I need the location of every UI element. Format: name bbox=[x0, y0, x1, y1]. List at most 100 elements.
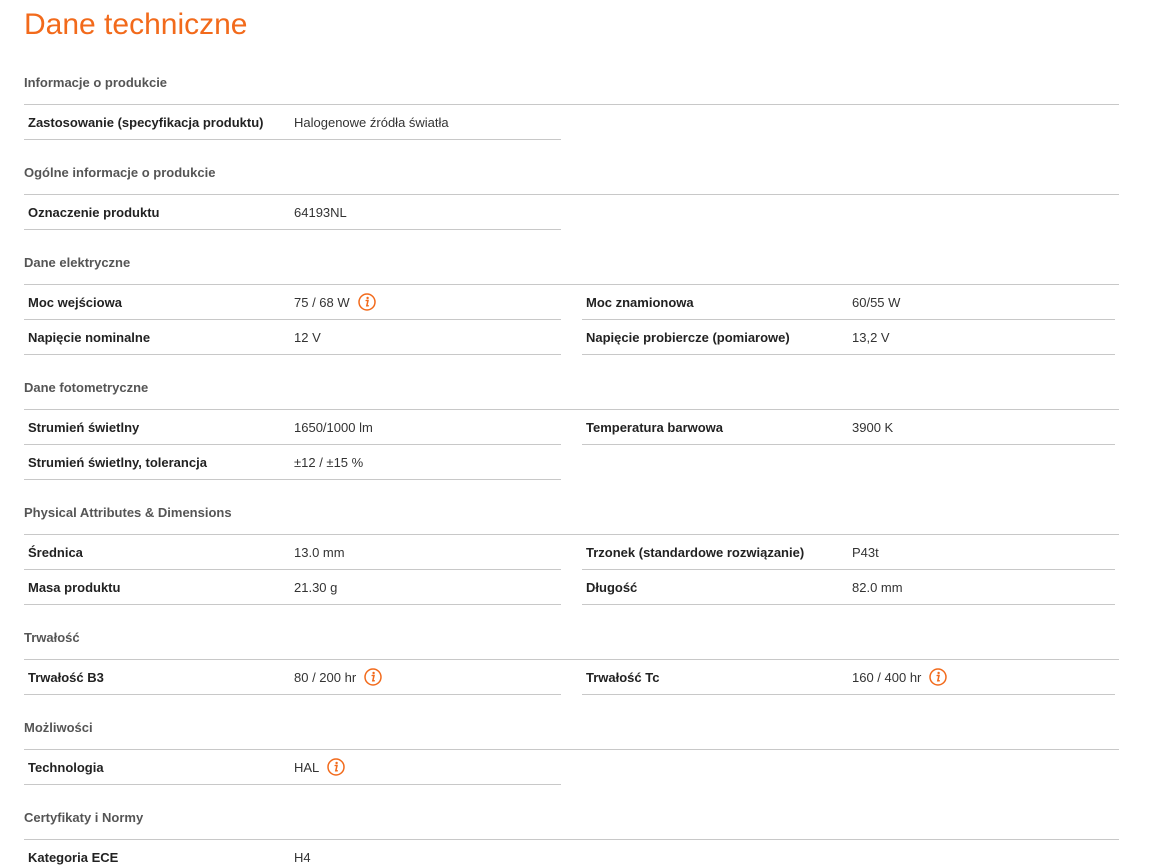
spec-cell: Trzonek (standardowe rozwiązanie) P43t bbox=[582, 535, 1115, 570]
spec-value: 64193NL bbox=[294, 204, 347, 220]
spec-value: P43t bbox=[852, 544, 879, 560]
spec-value-wrap: H4 bbox=[294, 850, 311, 865]
info-icon[interactable] bbox=[364, 668, 382, 686]
spec-row: Strumień świetlny 1650/1000 lm Temperatura… bbox=[24, 410, 1119, 445]
spec-cell: Napięcie nominalne 12 V bbox=[24, 320, 561, 355]
spec-cell: Napięcie probiercze (pomiarowe) 13,2 V bbox=[582, 320, 1115, 355]
spec-label: Zastosowanie (specyfikacja produktu) bbox=[28, 114, 264, 130]
spec-label: Napięcie nominalne bbox=[28, 329, 151, 345]
section: Ogólne informacje o produkcie Oznaczenie … bbox=[24, 140, 1119, 230]
spec-cell: Kategoria ECE H4 bbox=[24, 840, 561, 865]
section: Physical Attributes & Dimensions Średnica… bbox=[24, 480, 1119, 605]
spec-label: Strumień świetlny bbox=[28, 419, 140, 435]
spec-cell: Strumień świetlny, tolerancja ±12 / ±15 % bbox=[24, 445, 561, 480]
spec-value-wrap: 75 / 68 W bbox=[294, 293, 376, 311]
spec-row: Napięcie nominalne 12 V Napięcie probiercz… bbox=[24, 320, 1119, 355]
spec-value: Halogenowe źródła światła bbox=[294, 114, 449, 130]
spec-label: Napięcie probiercze (pomiarowe) bbox=[586, 329, 790, 345]
spec-value: 13.0 mm bbox=[294, 544, 345, 560]
spec-value-wrap: 13.0 mm bbox=[294, 545, 345, 560]
spec-label: Długość bbox=[586, 579, 638, 595]
section-heading: Trwałość bbox=[24, 605, 1119, 660]
page-title: Dane techniczne bbox=[24, 8, 248, 41]
spec-row: Średnica 13.0 mm Trzonek (standardowe rozw… bbox=[24, 535, 1119, 570]
info-icon[interactable] bbox=[929, 668, 948, 686]
spec-value: 160 / 400 hr bbox=[852, 669, 922, 685]
spec-label: Średnica bbox=[28, 544, 83, 560]
spec-value: 60/55 W bbox=[852, 294, 901, 310]
spec-value: 80 / 200 hr bbox=[294, 669, 357, 685]
spec-cell: Technologia HAL bbox=[24, 750, 561, 785]
spec-row: Strumień świetlny, tolerancja ±12 / ±15 % bbox=[24, 445, 1119, 480]
spec-cell bbox=[582, 840, 1115, 865]
spec-value-wrap: 3900 K bbox=[852, 420, 893, 435]
spec-value: 13,2 V bbox=[852, 329, 890, 345]
info-icon[interactable] bbox=[327, 758, 346, 776]
spec-cell: Średnica 13.0 mm bbox=[24, 535, 561, 570]
section: Certyfikaty i Normy Kategoria ECE H4 bbox=[24, 785, 1119, 865]
spec-value: ±12 / ±15 % bbox=[294, 454, 364, 470]
spec-cell: Trwałość B3 80 / 200 hr bbox=[24, 660, 561, 695]
spec-row: Technologia HAL bbox=[24, 750, 1119, 785]
section-heading: Dane fotometryczne bbox=[24, 355, 1119, 410]
spec-row: Moc wejściowa 75 / 68 W Moc znamionowa 60/5… bbox=[24, 285, 1119, 320]
spec-value-wrap: 60/55 W bbox=[852, 295, 900, 310]
spec-value-wrap: 80 / 200 hr bbox=[294, 668, 382, 686]
info-icon[interactable] bbox=[357, 293, 376, 311]
spec-row: Oznaczenie produktu 64193NL bbox=[24, 195, 1119, 230]
spec-cell bbox=[582, 195, 1115, 230]
spec-label: Technologia bbox=[28, 759, 104, 775]
spec-value-wrap: P43t bbox=[852, 545, 879, 560]
section-heading: Informacje o produkcie bbox=[24, 50, 1119, 105]
spec-value: H4 bbox=[294, 849, 311, 865]
spec-cell: Zastosowanie (specyfikacja produktu) Halo… bbox=[24, 105, 561, 140]
spec-value-wrap: 1650/1000 lm bbox=[294, 420, 373, 435]
section-heading: Physical Attributes & Dimensions bbox=[24, 480, 1119, 535]
spec-label: Trwałość Tc bbox=[586, 669, 660, 685]
spec-value: HAL bbox=[294, 759, 320, 775]
spec-value-wrap: 82.0 mm bbox=[852, 580, 903, 595]
spec-page: Dane techniczne Informacje o produkcie Za… bbox=[24, 8, 1119, 865]
spec-value-wrap: 64193NL bbox=[294, 205, 347, 220]
spec-cell: Strumień świetlny 1650/1000 lm bbox=[24, 410, 561, 445]
spec-cell: Długość 82.0 mm bbox=[582, 570, 1115, 605]
spec-row: Trwałość B3 80 / 200 hr Trwałość Tc 160 / 4… bbox=[24, 660, 1119, 695]
spec-value-wrap: 160 / 400 hr bbox=[852, 668, 948, 686]
spec-label: Kategoria ECE bbox=[28, 849, 119, 865]
spec-value: 21.30 g bbox=[294, 579, 338, 595]
spec-label: Oznaczenie produktu bbox=[28, 204, 160, 220]
spec-label: Trwałość B3 bbox=[28, 669, 104, 685]
spec-cell: Moc znamionowa 60/55 W bbox=[582, 285, 1115, 320]
spec-value: 3900 K bbox=[852, 419, 894, 435]
spec-label: Moc wejściowa bbox=[28, 294, 122, 310]
section: Dane elektryczne Moc wejściowa 75 / 68 W Mo… bbox=[24, 230, 1119, 355]
spec-cell bbox=[582, 445, 1115, 480]
section: Informacje o produkcie Zastosowanie (spec… bbox=[24, 50, 1119, 140]
section: Dane fotometryczne Strumień świetlny 1650/… bbox=[24, 355, 1119, 480]
section-heading: Ogólne informacje o produkcie bbox=[24, 140, 1119, 195]
spec-value-wrap: ±12 / ±15 % bbox=[294, 455, 363, 470]
section-heading: Certyfikaty i Normy bbox=[24, 785, 1119, 840]
spec-cell: Masa produktu 21.30 g bbox=[24, 570, 561, 605]
section-heading: Dane elektryczne bbox=[24, 230, 1119, 285]
spec-value: 12 V bbox=[294, 329, 321, 345]
spec-cell: Oznaczenie produktu 64193NL bbox=[24, 195, 561, 230]
spec-cell bbox=[582, 750, 1115, 785]
spec-row: Masa produktu 21.30 g Długość 82.0 mm bbox=[24, 570, 1119, 605]
spec-label: Moc znamionowa bbox=[586, 294, 694, 310]
spec-label: Strumień świetlny, tolerancja bbox=[28, 454, 207, 470]
spec-value: 75 / 68 W bbox=[294, 294, 350, 310]
spec-cell: Moc wejściowa 75 / 68 W bbox=[24, 285, 561, 320]
spec-label: Trzonek (standardowe rozwiązanie) bbox=[586, 544, 805, 560]
section-heading: Możliwości bbox=[24, 695, 1119, 750]
spec-cell: Trwałość Tc 160 / 400 hr bbox=[582, 660, 1115, 695]
spec-value-wrap: 12 V bbox=[294, 330, 321, 345]
spec-value-wrap: 13,2 V bbox=[852, 330, 890, 345]
spec-label: Temperatura barwowa bbox=[586, 419, 724, 435]
spec-value-wrap: Halogenowe źródła światła bbox=[294, 115, 449, 130]
section: Możliwości Technologia HAL bbox=[24, 695, 1119, 785]
spec-label: Masa produktu bbox=[28, 579, 121, 595]
spec-cell: Temperatura barwowa 3900 K bbox=[582, 410, 1115, 445]
spec-cell bbox=[582, 105, 1115, 140]
spec-value: 82.0 mm bbox=[852, 579, 903, 595]
